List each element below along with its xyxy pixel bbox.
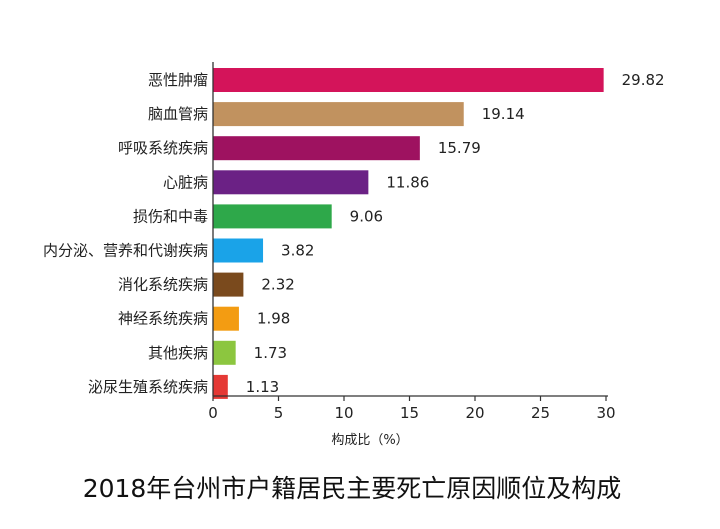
category-label: 泌尿生殖系统疾病 bbox=[88, 378, 208, 396]
x-tick-label: 20 bbox=[465, 404, 484, 422]
category-label: 恶性肿瘤 bbox=[148, 71, 208, 89]
category-label: 消化系统疾病 bbox=[118, 276, 208, 294]
category-label: 心脏病 bbox=[163, 173, 208, 191]
bars-layer bbox=[213, 68, 604, 399]
bar bbox=[213, 170, 369, 195]
x-tick-label: 25 bbox=[531, 404, 550, 422]
category-label: 损伤和中毒 bbox=[133, 207, 208, 225]
x-tick-label: 15 bbox=[400, 404, 419, 422]
value-label: 11.86 bbox=[386, 173, 429, 191]
bar bbox=[213, 204, 332, 229]
x-tick-label: 5 bbox=[274, 404, 284, 422]
category-label: 神经系统疾病 bbox=[118, 310, 208, 328]
x-tick-label: 30 bbox=[596, 404, 615, 422]
value-label: 1.13 bbox=[246, 378, 279, 396]
x-tick-label: 10 bbox=[334, 404, 353, 422]
value-label: 9.06 bbox=[350, 207, 383, 225]
bar bbox=[213, 68, 604, 92]
value-label: 3.82 bbox=[281, 242, 314, 260]
x-axis-title: 构成比（%） bbox=[331, 433, 408, 448]
bar bbox=[213, 374, 228, 399]
value-label: 29.82 bbox=[622, 71, 665, 89]
value-label: 1.73 bbox=[254, 344, 287, 362]
value-label: 1.98 bbox=[257, 310, 290, 328]
category-label: 呼吸系统疾病 bbox=[118, 139, 208, 157]
x-tick-label: 0 bbox=[208, 404, 218, 422]
x-axis: 0 5 10 15 20 25 30 bbox=[208, 62, 616, 422]
bar bbox=[213, 238, 264, 263]
value-label: 15.79 bbox=[438, 139, 481, 157]
bar bbox=[213, 340, 236, 365]
bar bbox=[213, 306, 239, 331]
category-label: 内分泌、营养和代谢疾病 bbox=[43, 242, 208, 260]
value-label: 2.32 bbox=[261, 276, 294, 294]
bar bbox=[213, 136, 420, 161]
category-labels: 恶性肿瘤脑血管病呼吸系统疾病心脏病损伤和中毒内分泌、营养和代谢疾病消化系统疾病神… bbox=[43, 71, 208, 396]
bar bbox=[213, 102, 464, 127]
value-label: 19.14 bbox=[482, 105, 525, 123]
category-label: 其他疾病 bbox=[148, 344, 208, 362]
category-label: 脑血管病 bbox=[148, 105, 208, 123]
chart-title: 2018年台州市户籍居民主要死亡原因顺位及构成 bbox=[83, 474, 622, 503]
bar bbox=[213, 272, 244, 297]
